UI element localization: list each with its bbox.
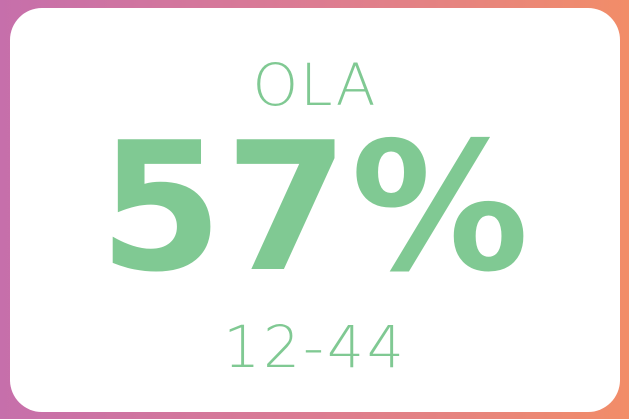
stat-label: OLA [252,51,378,119]
stat-value: 57% [98,104,532,311]
stat-card: OLA 57% 12-44 [10,8,620,412]
stat-range: 12-44 [223,313,407,381]
